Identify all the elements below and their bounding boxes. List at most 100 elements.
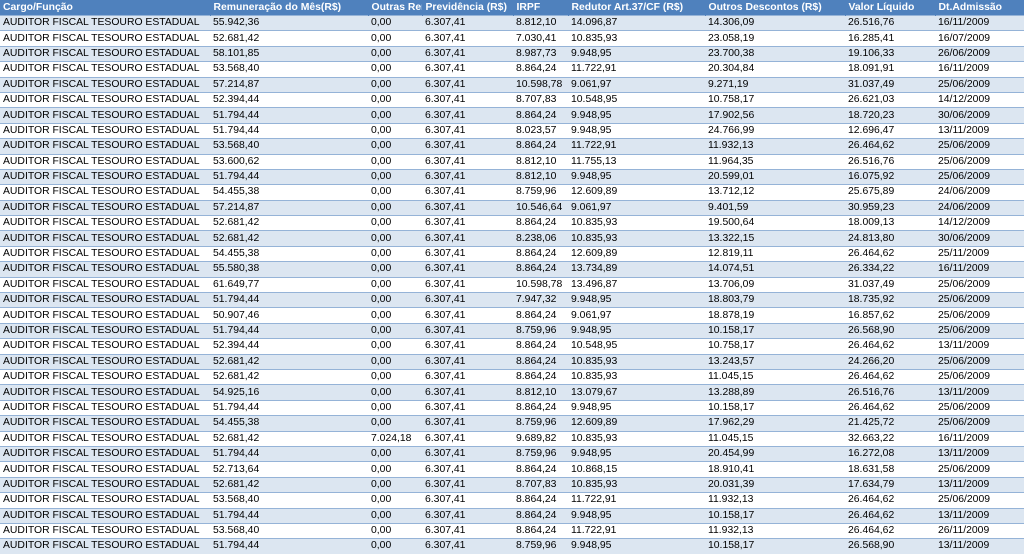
- table-cell: 11.722,91: [568, 61, 705, 78]
- table-cell: 24.813,80: [845, 230, 935, 247]
- table-cell: 25/06/2009: [935, 492, 1024, 508]
- table-row: AUDITOR FISCAL TESOURO ESTADUAL 54.925,16…: [0, 384, 1024, 401]
- table-cell: 7.030,41: [513, 30, 568, 47]
- table-cell: 6.307,41: [422, 353, 513, 370]
- table-cell: 10.598,78: [513, 76, 568, 93]
- table-cell: 10.758,17: [705, 91, 845, 108]
- table-cell: 8.023,57: [513, 122, 568, 139]
- table-cell: 0,00: [368, 384, 422, 401]
- table-row: AUDITOR FISCAL TESOURO ESTADUAL 51.794,44…: [0, 107, 1024, 124]
- table-cell: 25/06/2009: [935, 76, 1024, 93]
- table-cell: 6.307,41: [422, 322, 513, 339]
- table-cell: AUDITOR FISCAL TESOURO ESTADUAL: [0, 384, 210, 401]
- table-cell: 8.864,24: [513, 138, 568, 155]
- header-cell: Remuneração do Mês(R$): [210, 0, 369, 16]
- table-cell: 52.681,42: [210, 30, 368, 47]
- table-cell: 10.835,93: [568, 230, 705, 247]
- table-cell: 11.932,13: [705, 138, 845, 155]
- table-cell: 0,00: [368, 30, 422, 47]
- table-cell: 14/12/2009: [935, 215, 1024, 231]
- table-cell: 0,00: [368, 45, 422, 62]
- table-cell: 25/06/2009: [935, 461, 1024, 478]
- table-cell: 30/06/2009: [935, 230, 1024, 247]
- table-cell: 0,00: [368, 14, 422, 31]
- table-row: AUDITOR FISCAL TESOURO ESTADUAL 51.794,44…: [0, 507, 1024, 524]
- table-cell: AUDITOR FISCAL TESOURO ESTADUAL: [0, 45, 210, 62]
- table-cell: 12.609,89: [568, 245, 705, 262]
- table-cell: 11.722,91: [568, 138, 705, 155]
- table-cell: 17.634,79: [845, 476, 935, 493]
- table-cell: 6.307,41: [422, 338, 513, 355]
- table-cell: 52.681,42: [210, 368, 368, 385]
- table-cell: 55.942,36: [210, 14, 368, 31]
- table-cell: 25/06/2009: [935, 138, 1024, 155]
- table-cell: AUDITOR FISCAL TESOURO ESTADUAL: [0, 415, 210, 432]
- table-cell: AUDITOR FISCAL TESOURO ESTADUAL: [0, 61, 210, 78]
- table-cell: 13.496,87: [568, 276, 705, 293]
- table-cell: 8.864,24: [513, 461, 568, 478]
- table-cell: 0,00: [368, 338, 422, 355]
- table-cell: 16/11/2009: [935, 14, 1024, 31]
- table-cell: 24/06/2009: [935, 184, 1024, 201]
- table-cell: 6.307,41: [422, 368, 513, 385]
- table-row: AUDITOR FISCAL TESOURO ESTADUAL 51.794,44…: [0, 538, 1024, 554]
- table-cell: 0,00: [368, 245, 422, 262]
- table-cell: 16.285,41: [845, 30, 935, 47]
- table-cell: 6.307,41: [422, 61, 513, 78]
- table-cell: 9.061,97: [568, 199, 705, 216]
- table-row: AUDITOR FISCAL TESOURO ESTADUAL 55.942,36…: [0, 14, 1024, 31]
- table-cell: 0,00: [368, 307, 422, 324]
- table-row: AUDITOR FISCAL TESOURO ESTADUAL 52.394,44…: [0, 91, 1024, 108]
- table-cell: 26.464,62: [845, 138, 935, 155]
- table-cell: AUDITOR FISCAL TESOURO ESTADUAL: [0, 91, 210, 108]
- header-cell: Outras Rer: [368, 0, 423, 16]
- table-cell: 8.864,24: [513, 507, 568, 524]
- table-cell: 21.425,72: [845, 415, 935, 432]
- table-cell: 0,00: [368, 138, 422, 155]
- table-cell: 9.401,59: [705, 199, 845, 216]
- table-cell: 16.857,62: [845, 307, 935, 324]
- table-cell: 8.864,24: [513, 338, 568, 355]
- table-cell: 0,00: [368, 476, 422, 493]
- table-cell: 25/06/2009: [935, 353, 1024, 370]
- table-cell: 25.675,89: [845, 184, 935, 201]
- table-cell: 8.759,96: [513, 322, 568, 339]
- table-row: AUDITOR FISCAL TESOURO ESTADUAL 61.649,77…: [0, 276, 1024, 293]
- table-cell: 18.009,13: [845, 215, 935, 231]
- table-cell: 25/06/2009: [935, 307, 1024, 324]
- table-cell: 26.516,76: [845, 14, 935, 31]
- table-cell: 8.864,24: [513, 307, 568, 324]
- table-cell: 9.948,95: [568, 292, 705, 308]
- table-cell: 25/06/2009: [935, 368, 1024, 385]
- table-cell: 10.835,93: [568, 353, 705, 370]
- table-cell: 54.925,16: [210, 384, 368, 401]
- table-cell: 0,00: [368, 522, 422, 539]
- table-cell: 13/11/2009: [935, 538, 1024, 554]
- table-cell: 9.948,95: [568, 399, 705, 416]
- header-cell: Cargo/Função: [0, 0, 211, 16]
- table-cell: 0,00: [368, 415, 422, 432]
- table-cell: 0,00: [368, 276, 422, 293]
- table-cell: 11.722,91: [568, 522, 705, 539]
- table-cell: 58.101,85: [210, 45, 368, 62]
- table-cell: 9.271,19: [705, 76, 845, 93]
- table-cell: 18.803,79: [705, 292, 845, 308]
- table-cell: 9.948,95: [568, 322, 705, 339]
- table-cell: 6.307,41: [422, 153, 513, 170]
- table-cell: 6.307,41: [422, 30, 513, 47]
- table-cell: 0,00: [368, 168, 422, 185]
- table-cell: 13.243,57: [705, 353, 845, 370]
- table-cell: 9.948,95: [568, 122, 705, 139]
- header-cell: Valor Líquido: [845, 0, 936, 16]
- table-cell: 20.031,39: [705, 476, 845, 493]
- table-cell: 23.700,38: [705, 45, 845, 62]
- table-cell: 19.500,64: [705, 215, 845, 231]
- table-cell: 25/06/2009: [935, 399, 1024, 416]
- table-cell: 52.681,42: [210, 476, 368, 493]
- table-cell: 0,00: [368, 91, 422, 108]
- table-cell: 6.307,41: [422, 507, 513, 524]
- table-cell: 10.598,78: [513, 276, 568, 293]
- table-cell: 25/06/2009: [935, 292, 1024, 308]
- table-cell: 7.947,32: [513, 292, 568, 308]
